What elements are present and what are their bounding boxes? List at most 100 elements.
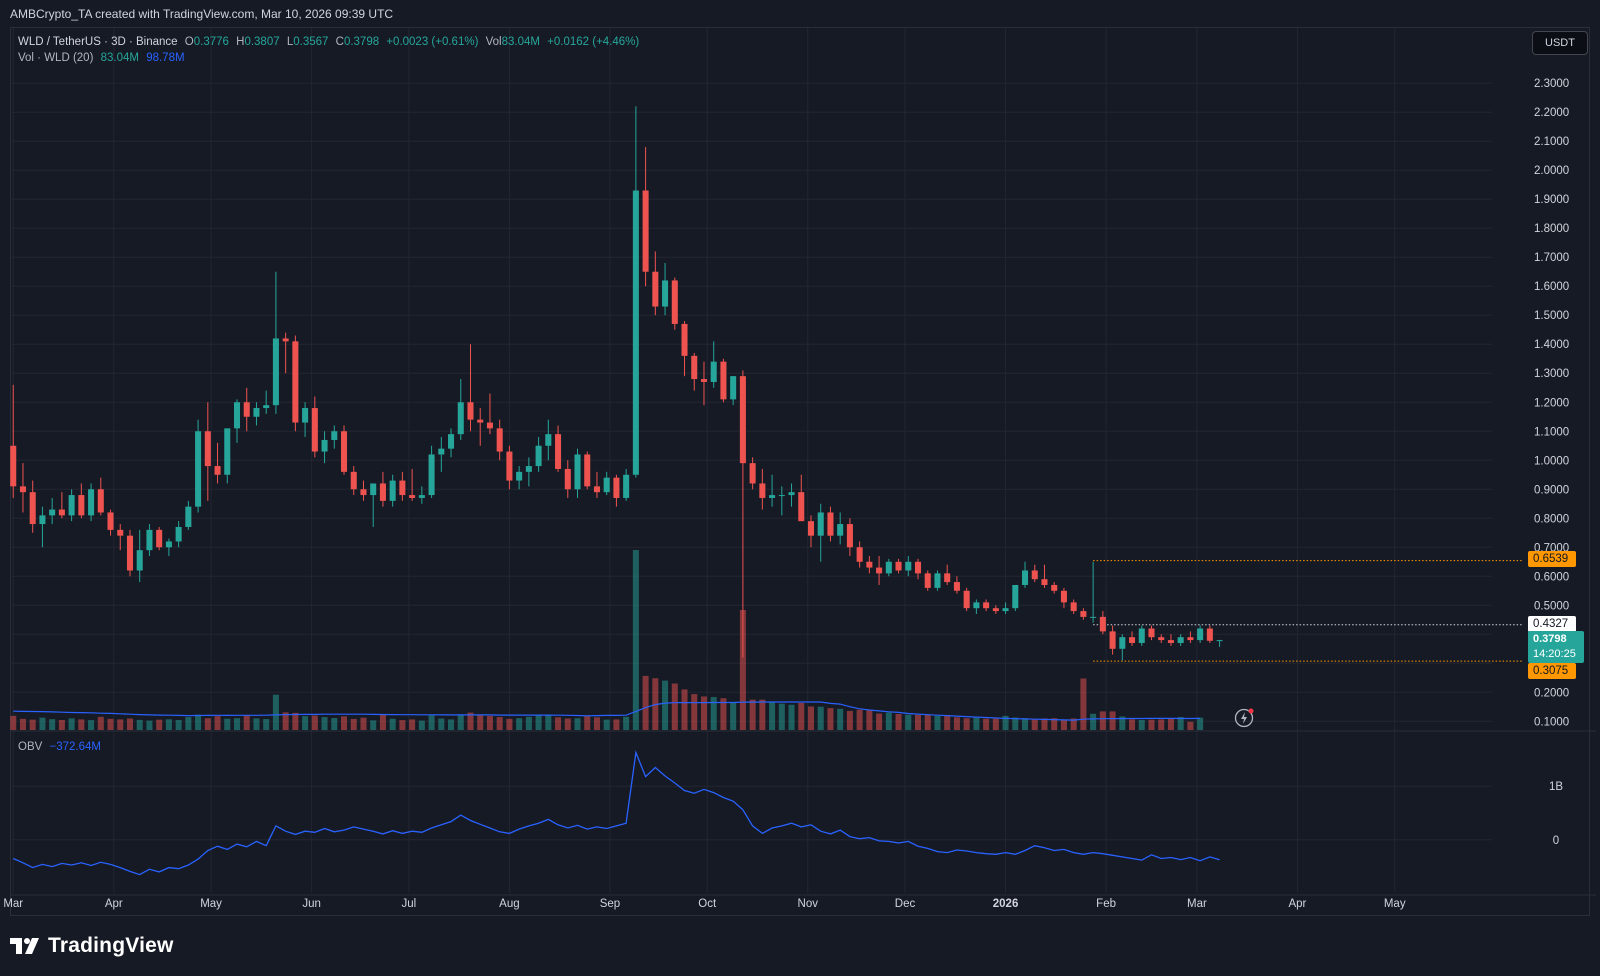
price-tick-label: 0.9000 — [1534, 484, 1569, 496]
top-bar: AMBCrypto_TA created with TradingView.co… — [0, 0, 1600, 26]
candle — [963, 587, 970, 612]
time-tick-label: Oct — [698, 898, 717, 910]
candle-body — [1090, 616, 1097, 618]
volume-bar — [817, 706, 824, 730]
volume-bar — [681, 689, 688, 730]
high-label: H0.3807 — [236, 36, 280, 48]
price-tick-label: 1.9000 — [1534, 194, 1569, 206]
candle — [233, 399, 241, 443]
volume-bar — [700, 696, 707, 730]
candle-body — [516, 471, 523, 481]
candle-body — [603, 477, 610, 493]
candle — [807, 515, 815, 548]
volume-bar — [477, 714, 484, 730]
obv-value: −372.64M — [49, 741, 101, 753]
volume-bar — [642, 675, 649, 730]
candle — [49, 497, 56, 525]
candle-body — [1060, 590, 1067, 603]
candle — [973, 599, 980, 614]
volume-bar — [438, 718, 445, 730]
obv-label[interactable]: OBV — [18, 741, 43, 753]
tradingview-logo[interactable]: TradingView — [10, 934, 174, 958]
candle — [39, 506, 46, 548]
volume-bar — [1129, 719, 1136, 730]
candle-body — [788, 492, 795, 496]
symbol-label[interactable]: WLD / TetherUS · 3D · Binance — [18, 36, 178, 48]
candle — [467, 344, 474, 432]
candle — [1148, 625, 1155, 641]
price-tick-label: 1.1000 — [1534, 426, 1569, 438]
volume-bar — [97, 716, 104, 730]
time-tick-label: Dec — [895, 898, 916, 910]
volume-bar — [409, 719, 416, 730]
candle — [107, 509, 114, 536]
candle — [584, 451, 591, 490]
obv-legend: OBV −372.64M — [18, 741, 101, 753]
candle — [798, 474, 805, 522]
candle-body — [1129, 637, 1136, 643]
candle-body — [934, 573, 941, 588]
time-tick-label: Mar — [1187, 898, 1207, 910]
price-tick-label: 0.8000 — [1534, 513, 1569, 525]
volume-bar — [564, 718, 571, 730]
volume-bar — [49, 719, 56, 730]
candle-body — [19, 486, 26, 493]
volume-bar — [584, 715, 591, 730]
volume-bar — [1109, 711, 1116, 730]
volume-bar — [827, 708, 834, 730]
candle — [691, 352, 698, 391]
candle — [1129, 631, 1136, 646]
axes: 0.10000.20000.50000.60000.70000.80000.90… — [3, 78, 1569, 910]
time-tick-label: Aug — [499, 898, 519, 910]
candle — [944, 564, 951, 585]
volume-bar — [282, 712, 289, 730]
candle — [700, 361, 707, 406]
candle-body — [856, 547, 863, 562]
candle-body — [311, 408, 318, 452]
candle-body — [165, 541, 172, 548]
volume-bar — [136, 719, 143, 730]
candlesticks[interactable] — [10, 106, 1223, 661]
candle — [652, 251, 659, 316]
price-tick-label: 1.0000 — [1534, 455, 1569, 467]
currency-button[interactable]: USDT — [1532, 31, 1588, 55]
candle-body — [1119, 637, 1126, 649]
candle-body — [1080, 611, 1087, 617]
volume-bar — [1138, 720, 1145, 730]
candle — [136, 529, 143, 583]
candle — [272, 271, 279, 414]
candle-body — [409, 495, 416, 498]
volume-bar — [117, 719, 124, 730]
candle-body — [681, 323, 688, 356]
chart-frame[interactable] — [10, 27, 1590, 916]
volume-study-name[interactable]: Vol · WLD (20) — [18, 52, 94, 64]
candle — [681, 321, 688, 377]
volume-bar — [379, 714, 386, 730]
volume-bar — [895, 714, 902, 730]
volume-bar — [204, 718, 211, 730]
volume-bar — [467, 712, 474, 730]
candle — [78, 483, 85, 519]
candle — [282, 332, 289, 374]
volume-bar — [963, 718, 970, 730]
candle — [496, 419, 503, 461]
volume-bar — [593, 717, 600, 730]
candle-body — [467, 402, 474, 420]
volume-bar — [866, 710, 873, 730]
candle — [983, 599, 990, 612]
candle-body — [700, 379, 707, 382]
volume-bar — [1012, 717, 1019, 730]
candle — [953, 576, 960, 594]
candle-body — [914, 561, 922, 574]
candle — [243, 387, 250, 432]
volume-bar — [525, 716, 532, 730]
volume-bar — [739, 610, 746, 730]
candle-body — [107, 512, 114, 530]
candle — [564, 460, 571, 498]
candle — [593, 471, 600, 498]
candle-body — [827, 512, 834, 536]
candle — [1187, 631, 1194, 643]
volume-ma-line — [13, 701, 1201, 721]
timer-replay-icon[interactable] — [1234, 708, 1254, 728]
